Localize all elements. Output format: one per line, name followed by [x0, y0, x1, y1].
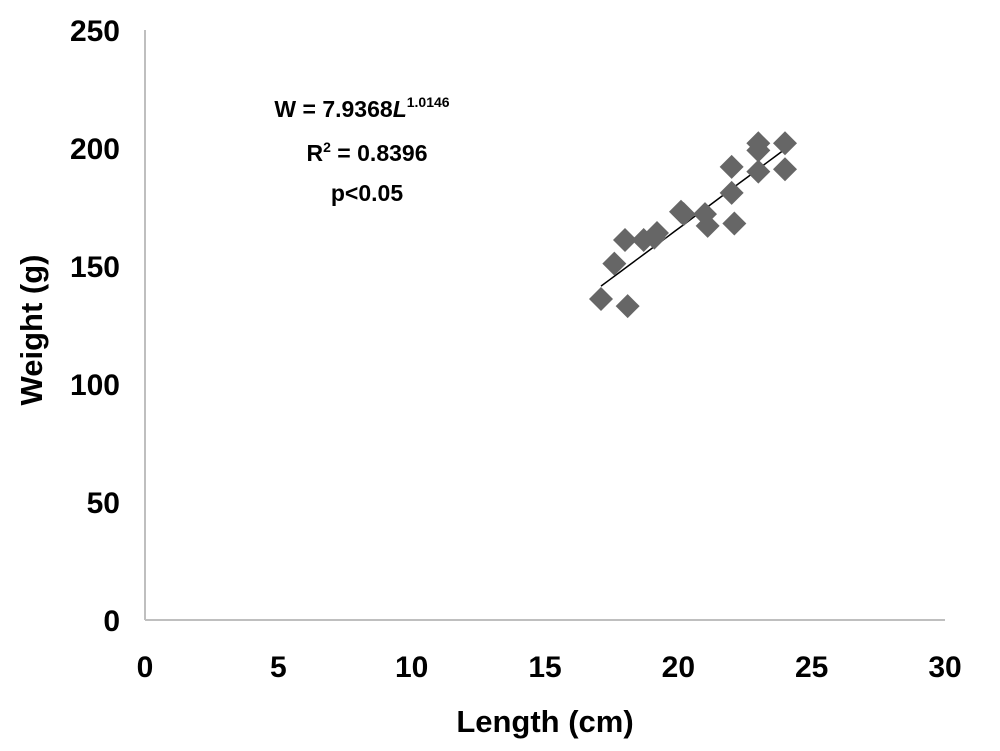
x-axis-title: Length (cm): [456, 704, 633, 739]
x-tick-label: 30: [928, 651, 961, 684]
y-tick-label: 100: [70, 369, 120, 402]
regression-equation: W = 7.9368L1.0146: [274, 94, 449, 122]
data-point: [773, 157, 797, 182]
data-point: [615, 294, 640, 319]
equation-prefix: W = 7.9368: [274, 96, 392, 122]
y-tick-label: 50: [87, 487, 120, 520]
equation-annotation: W = 7.9368L1.0146 R2 = 0.8396 p<0.05: [274, 94, 449, 206]
data-point: [719, 180, 744, 205]
x-tick-label: 25: [795, 651, 828, 684]
r2-superscript: 2: [323, 139, 331, 155]
y-tick-label: 250: [70, 15, 120, 48]
r2-value: = 0.8396: [331, 140, 428, 166]
x-tick-label: 0: [137, 651, 154, 684]
data-point: [722, 211, 747, 236]
y-tick-label: 150: [70, 251, 120, 284]
data-point: [746, 159, 771, 184]
data-point: [602, 251, 627, 276]
x-tick-label: 15: [528, 651, 561, 684]
x-tick-label: 5: [270, 651, 287, 684]
r2-prefix: R: [307, 140, 324, 166]
data-point: [773, 131, 797, 156]
x-tick-label: 10: [395, 651, 428, 684]
y-tick-label: 200: [70, 133, 120, 166]
data-point: [645, 220, 669, 245]
data-point: [719, 154, 744, 179]
y-axis: 0 50 100 150 200 250: [70, 15, 146, 638]
r-squared-label: R2 = 0.8396: [307, 139, 428, 166]
x-axis: 0 5 10 15 20 25 30: [137, 619, 962, 684]
x-tick-label: 20: [662, 651, 695, 684]
data-points: [589, 131, 797, 319]
data-point: [671, 202, 696, 227]
y-axis-title: Weight (g): [14, 255, 49, 406]
data-point: [695, 213, 720, 238]
p-value-label: p<0.05: [331, 180, 403, 206]
data-point: [589, 287, 613, 312]
data-point: [746, 138, 771, 163]
equation-exponent: 1.0146: [407, 94, 450, 110]
y-tick-label: 0: [103, 605, 120, 638]
data-point: [613, 228, 637, 253]
equation-variable: L: [393, 96, 407, 122]
